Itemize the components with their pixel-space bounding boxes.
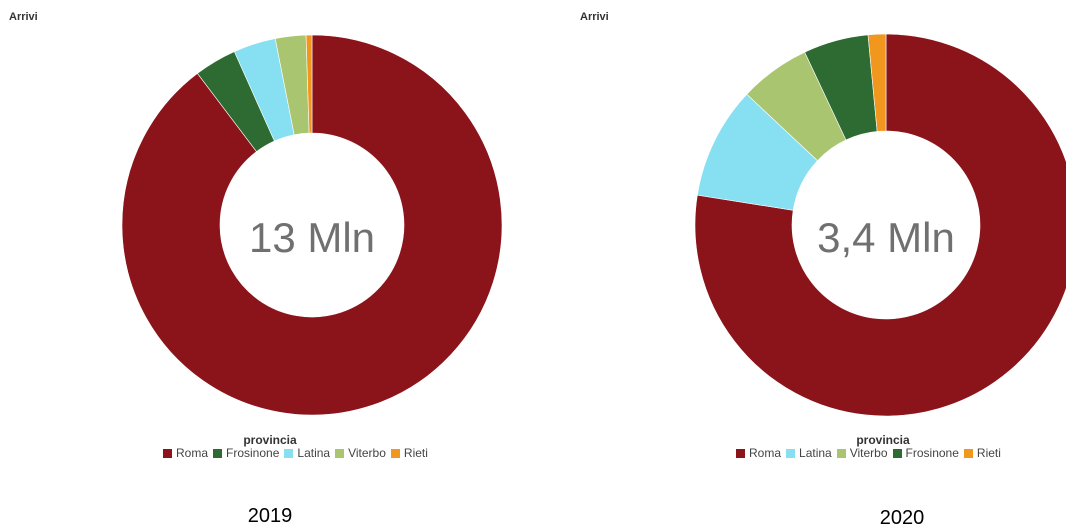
slice-rieti: [867, 33, 887, 132]
chart-title: Arrivi: [580, 11, 609, 23]
legend-swatch: [892, 448, 902, 458]
year-label: 2020: [879, 507, 925, 529]
legend-swatch: [213, 448, 223, 458]
year-label: 2019: [247, 505, 293, 527]
legend-label: Viterbo: [849, 446, 888, 460]
legend-swatch: [335, 448, 345, 458]
chart-panel-2020: Arrivi 3,4 Mln provincia Roma Latina Viter…: [533, 0, 1066, 529]
legend-swatch: [390, 448, 400, 458]
legend-item-frosinone: Frosinone: [892, 446, 959, 460]
legend-label: Viterbo: [348, 446, 386, 460]
legend-item-roma: Roma: [163, 446, 208, 460]
legend-swatch: [786, 448, 796, 458]
legend-item-rieti: Rieti: [963, 446, 1001, 460]
slice-roma: [121, 34, 503, 416]
legend-item-viterbo: Viterbo: [335, 446, 386, 460]
chart-title: Arrivi: [9, 11, 38, 23]
legend: Roma Latina Viterbo Frosinone Rieti: [736, 446, 1006, 460]
legend-title: provincia: [856, 433, 910, 447]
legend: Roma Frosinone Latina Viterbo Rieti: [163, 446, 433, 460]
legend-item-latina: Latina: [786, 446, 832, 460]
legend-item-rieti: Rieti: [390, 446, 428, 460]
legend-item-latina: Latina: [284, 446, 330, 460]
legend-label: Roma: [749, 446, 782, 460]
donut-chart: 3,4 Mln: [694, 33, 1066, 417]
legend-label: Latina: [799, 446, 832, 460]
legend-label: Rieti: [403, 446, 428, 460]
donut-chart: 13 Mln: [121, 34, 503, 416]
slice-rieti: [305, 34, 313, 134]
legend-label: Frosinone: [226, 446, 280, 460]
legend-label: Rieti: [976, 446, 1001, 460]
legend-label: Roma: [176, 446, 209, 460]
legend-swatch: [736, 448, 745, 458]
legend-item-viterbo: Viterbo: [836, 446, 888, 460]
legend-item-frosinone: Frosinone: [213, 446, 279, 460]
legend-swatch: [963, 448, 973, 458]
legend-swatch: [163, 448, 172, 458]
legend-swatch: [836, 448, 846, 458]
legend-title: provincia: [243, 433, 297, 447]
center-label: 13 Mln: [249, 214, 375, 261]
legend-label: Frosinone: [905, 446, 959, 460]
legend-label: Latina: [297, 446, 331, 460]
legend-swatch: [284, 448, 294, 458]
center-label: 3,4 Mln: [817, 214, 955, 261]
chart-panel-2019: Arrivi 13 Mln provincia Roma Frosinone Lat…: [0, 0, 533, 528]
slice-roma: [694, 33, 1066, 417]
legend-item-roma: Roma: [736, 446, 781, 460]
